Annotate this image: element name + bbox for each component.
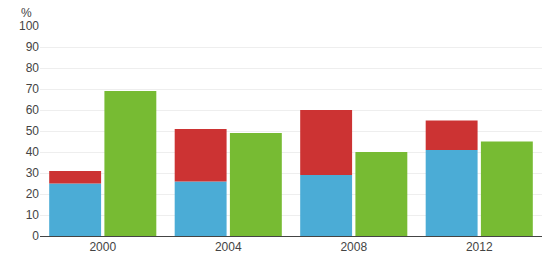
svg-text:50: 50 bbox=[26, 124, 40, 138]
svg-text:10: 10 bbox=[26, 208, 40, 222]
svg-text:20: 20 bbox=[26, 187, 40, 201]
svg-text:100: 100 bbox=[19, 19, 39, 33]
svg-text:0: 0 bbox=[32, 229, 39, 243]
svg-text:2004: 2004 bbox=[215, 240, 242, 254]
svg-text:2000: 2000 bbox=[89, 240, 116, 254]
svg-text:80: 80 bbox=[26, 61, 40, 75]
svg-text:2012: 2012 bbox=[466, 240, 493, 254]
svg-text:60: 60 bbox=[26, 103, 40, 117]
svg-text:70: 70 bbox=[26, 82, 40, 96]
svg-text:%: % bbox=[21, 6, 32, 20]
svg-text:90: 90 bbox=[26, 40, 40, 54]
svg-text:30: 30 bbox=[26, 166, 40, 180]
svg-text:2008: 2008 bbox=[340, 240, 367, 254]
svg-text:40: 40 bbox=[26, 145, 40, 159]
